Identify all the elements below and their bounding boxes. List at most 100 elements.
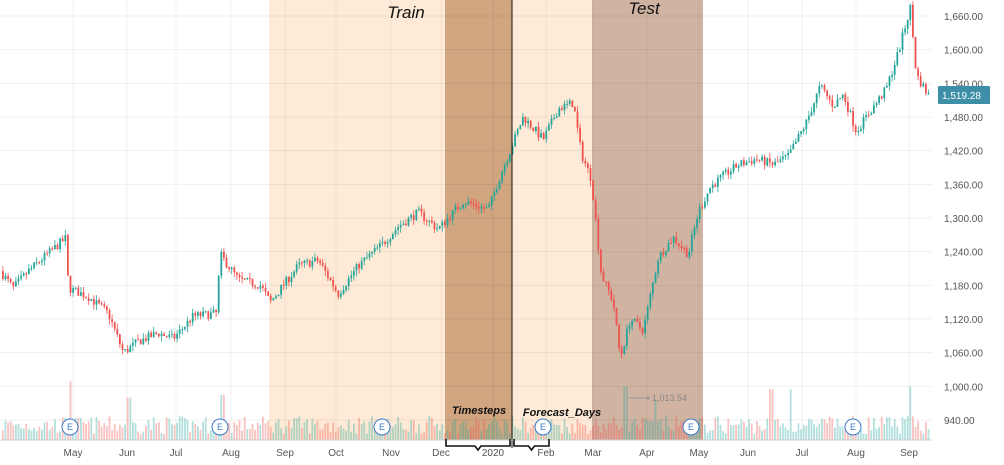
volume-bar [639, 429, 641, 440]
candle-body [696, 219, 698, 228]
volume-bar [82, 421, 85, 440]
candle-body [691, 235, 693, 252]
earnings-icon[interactable] [844, 418, 862, 436]
volume-bar [178, 416, 181, 440]
volume-bar [129, 397, 132, 440]
candle-body [368, 253, 371, 258]
volume-bar [451, 421, 454, 440]
candle-body [535, 126, 537, 131]
y-tick-label: 1,600.00 [944, 46, 983, 57]
volume-bar [267, 420, 269, 440]
volume-bar [875, 428, 878, 440]
volume-bar [592, 425, 594, 440]
candle-body [672, 236, 675, 244]
candle-body [204, 311, 207, 313]
candle-body [628, 326, 631, 329]
candle-body [82, 292, 85, 298]
candle-body [680, 245, 683, 248]
candle-body [249, 277, 251, 279]
volume-bar [730, 425, 732, 440]
volume-bar [503, 419, 506, 440]
volume-bar [722, 431, 724, 440]
candle-body [901, 32, 904, 50]
volume-bar [280, 428, 282, 440]
y-tick-label: 1,660.00 [944, 12, 983, 23]
candle-body [199, 312, 202, 317]
volume-bar [675, 416, 678, 440]
volume-bar [787, 429, 789, 440]
volume-bar [459, 424, 462, 440]
x-tick-label: Nov [382, 448, 400, 459]
candle-body [67, 235, 69, 276]
x-tick-label: May [64, 448, 83, 459]
volume-bar [527, 432, 529, 440]
candle-body [129, 345, 132, 353]
volume-bar [113, 423, 116, 440]
y-tick-label: 1,540.00 [944, 79, 983, 90]
earnings-icon[interactable] [534, 418, 552, 436]
candle-body [316, 257, 319, 261]
volume-bar [485, 428, 488, 440]
volume-bar [163, 433, 165, 440]
candle-body [415, 209, 418, 220]
volume-bar [285, 426, 288, 440]
volume-bar [441, 424, 444, 440]
earnings-icon[interactable] [211, 418, 229, 436]
volume-bar [475, 417, 477, 440]
volume-bar [813, 424, 815, 440]
candle-body [186, 320, 189, 327]
candle-body [886, 85, 888, 88]
volume-bar [168, 418, 171, 440]
volume-bar [914, 426, 917, 440]
volume-bar [425, 421, 428, 440]
earnings-icon[interactable] [682, 418, 700, 436]
volume-bar [347, 419, 350, 440]
volume-bar [844, 429, 847, 440]
volume-bar [841, 426, 844, 440]
x-tick-label: Feb [537, 448, 555, 459]
volume-bar [797, 423, 800, 440]
volume-bar [415, 433, 418, 440]
earnings-icon[interactable] [373, 418, 391, 436]
candle-body [828, 96, 831, 100]
volume-bar [17, 423, 20, 440]
volume-bar [108, 416, 111, 440]
candle-body [168, 334, 171, 337]
volume-bar [719, 424, 722, 440]
candle-body [566, 103, 568, 105]
volume-bar [418, 424, 420, 440]
volume-bar [56, 432, 59, 440]
candle-body [574, 107, 576, 112]
volume-bar [165, 417, 168, 440]
candle-body [295, 264, 298, 272]
volume-bar [449, 431, 451, 440]
y-tick-label: 1,420.00 [944, 147, 983, 158]
volume-bar [48, 429, 51, 440]
candle-body [678, 243, 680, 246]
candle-body [865, 115, 867, 118]
candle-body [483, 206, 485, 209]
volume-bar [15, 424, 17, 440]
earnings-icon[interactable] [61, 418, 79, 436]
candle-body [706, 193, 709, 202]
volume-bar [506, 422, 509, 440]
y-tick-label: 1,000.00 [944, 382, 983, 393]
candle-body [308, 260, 311, 267]
volume-bar [659, 419, 662, 440]
volume-bar [709, 430, 711, 440]
x-tick-label: Jul [796, 448, 809, 459]
volume-bar [288, 420, 290, 440]
candle-body [444, 221, 446, 226]
volume-bar [776, 418, 779, 440]
candle-body [503, 164, 506, 173]
candle-body [743, 160, 745, 166]
candle-body [441, 221, 444, 227]
volume-bar [519, 430, 522, 440]
candle-body [61, 238, 64, 242]
candle-body [607, 281, 610, 291]
candle-body [399, 225, 402, 228]
candle-body [919, 76, 922, 87]
candle-body [108, 310, 111, 320]
candle-body [532, 127, 535, 131]
volume-bar [202, 421, 204, 440]
